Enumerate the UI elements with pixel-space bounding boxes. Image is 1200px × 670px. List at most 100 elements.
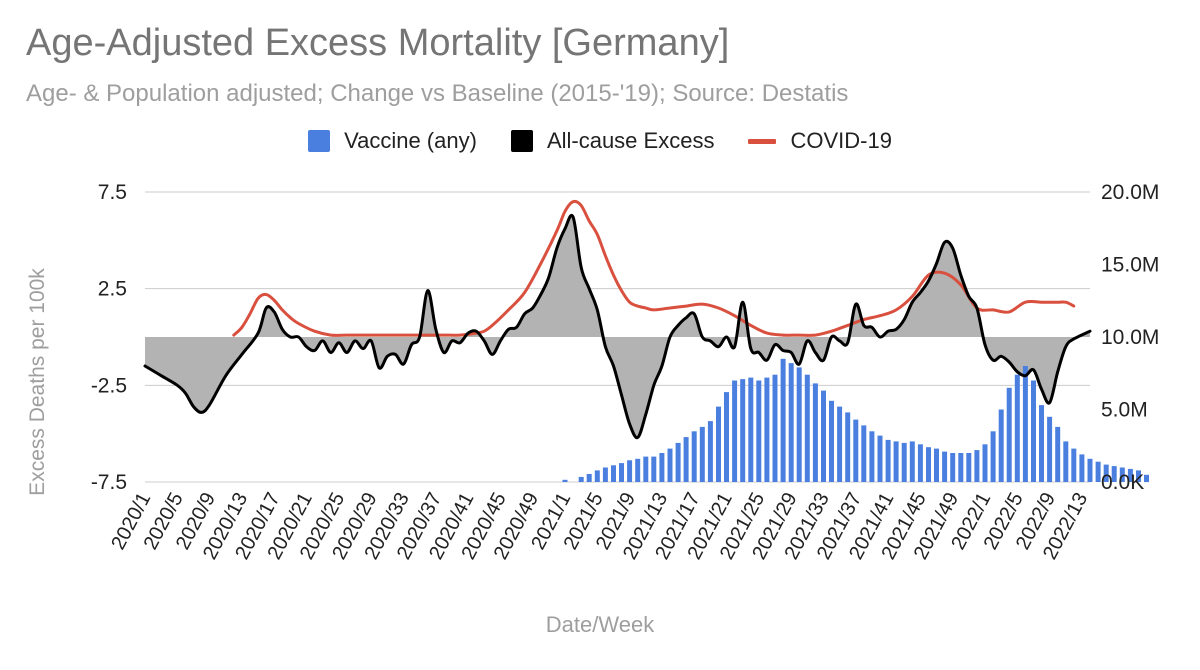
vaccine-bar xyxy=(691,431,697,483)
vaccine-bar xyxy=(732,380,738,482)
vaccine-bar xyxy=(1006,387,1012,483)
vaccine-bar xyxy=(788,363,794,482)
vaccine-bar xyxy=(1119,467,1125,482)
vaccine-bar xyxy=(1111,466,1117,482)
vaccine-bar xyxy=(1047,416,1053,483)
x-axis-title: Date/Week xyxy=(545,612,655,637)
legend-swatch-all-cause xyxy=(510,130,533,152)
vaccine-bar xyxy=(675,442,681,482)
vaccine-bar xyxy=(586,474,592,482)
all-cause-fill xyxy=(145,215,1090,438)
vaccine-bar xyxy=(974,450,980,482)
vaccine-bar xyxy=(667,448,673,482)
chart-title: Age-Adjusted Excess Mortality [Germany] xyxy=(26,22,730,64)
vaccine-bar xyxy=(869,431,875,483)
vaccine-bar xyxy=(885,439,891,482)
vaccine-bar xyxy=(764,377,770,482)
y-tick-label: -7.5 xyxy=(91,471,127,494)
vaccine-bar xyxy=(578,476,584,482)
vaccine-bar xyxy=(748,377,754,482)
all-cause-line xyxy=(143,213,1092,440)
legend-item-covid[interactable]: COVID-19 xyxy=(748,128,892,154)
vaccine-bar xyxy=(917,444,923,482)
y-tick-label: -2.5 xyxy=(91,374,127,397)
vaccine-bar xyxy=(602,467,608,482)
covid-line xyxy=(232,199,1076,337)
vaccine-bar xyxy=(772,374,778,482)
vaccine-bars xyxy=(562,358,1149,483)
legend-swatch-covid xyxy=(748,138,777,144)
y2-tick-label: 20.0M xyxy=(1101,181,1159,204)
vaccine-bar xyxy=(934,448,939,482)
vaccine-bar xyxy=(635,458,641,482)
vaccine-bar xyxy=(845,412,851,482)
vaccine-bar xyxy=(1022,366,1028,482)
vaccine-bar xyxy=(1071,448,1077,482)
all-cause-area xyxy=(145,215,1090,438)
legend-swatch-vaccine xyxy=(308,130,331,152)
vaccine-bar xyxy=(1039,405,1044,482)
vaccine-bar xyxy=(893,441,899,482)
vaccine-bar xyxy=(562,479,568,482)
vaccine-bar xyxy=(1031,380,1036,482)
vaccine-bar xyxy=(982,444,988,482)
y2-tick-label: 5.0M xyxy=(1101,399,1148,422)
vaccine-bar xyxy=(804,374,810,482)
vaccine-bar xyxy=(853,419,859,482)
vaccine-bar xyxy=(1095,461,1101,482)
vaccine-bar xyxy=(707,421,713,482)
vaccine-bar xyxy=(998,409,1004,482)
vaccine-bar xyxy=(812,383,818,482)
vaccine-bar xyxy=(861,425,867,482)
vaccine-bar xyxy=(837,406,843,482)
legend-label-all-cause: All-cause Excess xyxy=(546,128,715,153)
vaccine-bar xyxy=(958,453,964,482)
vaccine-bar xyxy=(1079,454,1085,482)
vaccine-bar xyxy=(942,451,948,482)
vaccine-bar xyxy=(796,367,802,482)
vaccine-bar xyxy=(1144,474,1149,483)
legend-item-all-cause[interactable]: All-cause Excess xyxy=(510,128,715,154)
vaccine-bar xyxy=(643,456,649,482)
vaccine-bar xyxy=(716,406,721,482)
vaccine-bar xyxy=(950,453,956,482)
vaccine-bar xyxy=(1103,464,1109,482)
vaccine-bar xyxy=(990,431,996,483)
vaccine-bar xyxy=(780,358,786,483)
legend-item-vaccine[interactable]: Vaccine (any) xyxy=(308,128,477,154)
vaccine-bar xyxy=(619,463,624,482)
y2-tick-label: 0.0K xyxy=(1101,471,1144,494)
vaccine-bar xyxy=(926,447,931,482)
vaccine-bar xyxy=(594,470,600,482)
vaccine-bar xyxy=(821,390,826,482)
legend-label-covid: COVID-19 xyxy=(790,128,892,153)
legend-label-vaccine: Vaccine (any) xyxy=(344,128,477,153)
vaccine-bar xyxy=(901,442,907,482)
vaccine-bar xyxy=(724,392,729,482)
vaccine-bar xyxy=(683,437,689,482)
vaccine-bar xyxy=(909,441,915,482)
vaccine-bar xyxy=(651,456,657,482)
vaccine-bar xyxy=(1014,374,1020,482)
y2-tick-label: 10.0M xyxy=(1101,326,1159,349)
vaccine-bar xyxy=(611,465,616,482)
chart-subtitle: Age- & Population adjusted; Change vs Ba… xyxy=(26,80,849,107)
vaccine-bar xyxy=(829,400,834,482)
vaccine-bar xyxy=(627,460,633,483)
y-axis-title: Excess Deaths per 100k xyxy=(26,268,49,496)
vaccine-bar xyxy=(966,453,972,482)
vaccine-bar xyxy=(1136,470,1141,482)
vaccine-bar xyxy=(756,380,762,482)
series-lines xyxy=(143,199,1092,440)
chart-legend: Vaccine (any) All-cause Excess COVID-19 xyxy=(0,128,1200,154)
vaccine-bar xyxy=(1055,426,1061,482)
vaccine-bar xyxy=(1063,441,1069,482)
vaccine-bar xyxy=(659,453,665,482)
vaccine-bar xyxy=(1127,468,1133,482)
y-tick-label: 2.5 xyxy=(98,278,127,301)
vaccine-bar xyxy=(740,379,746,482)
y2-tick-label: 15.0M xyxy=(1101,254,1159,277)
y-tick-label: 7.5 xyxy=(98,181,127,204)
vaccine-bar xyxy=(877,435,883,482)
